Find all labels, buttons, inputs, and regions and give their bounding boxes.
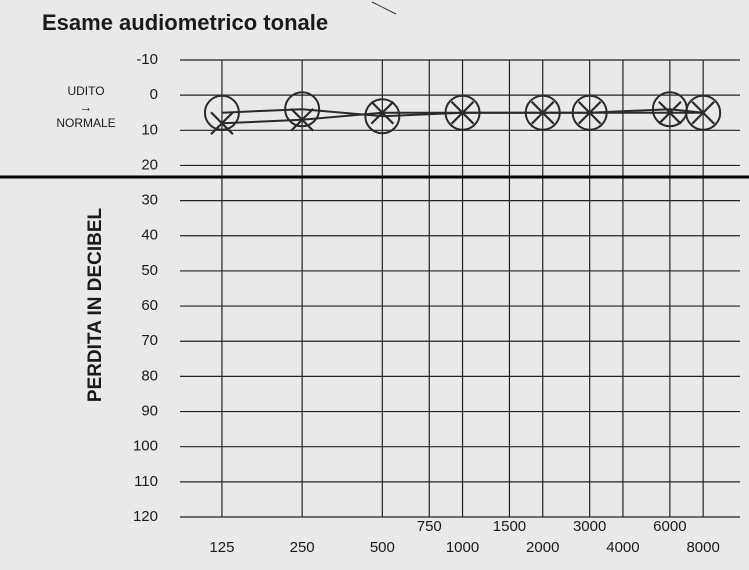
y-axis-label: PERDITA IN DECIBEL — [85, 207, 106, 402]
y-tick-label: 50 — [141, 262, 158, 279]
annotation: UDITO — [67, 84, 104, 98]
y-tick-label: 120 — [133, 508, 158, 525]
x-tick-label: 4000 — [606, 539, 639, 556]
y-tick-label: -10 — [136, 51, 158, 68]
y-tick-label: 90 — [141, 403, 158, 420]
y-tick-label: 40 — [141, 227, 158, 244]
y-tick-label: 10 — [141, 121, 158, 138]
chart: Esame audiometrico tonale PERDITA IN DEC… — [0, 0, 749, 570]
annotation: NORMALE — [56, 116, 115, 130]
x-tick-label: 2000 — [526, 539, 559, 556]
x-tick-label: 250 — [290, 539, 315, 556]
x-tick-label: 1000 — [446, 539, 479, 556]
x-tick-label: 3000 — [573, 518, 606, 535]
y-tick-label: 0 — [150, 86, 158, 103]
x-tick-label: 8000 — [686, 539, 719, 556]
background — [0, 0, 749, 570]
y-tick-label: 80 — [141, 367, 158, 384]
y-tick-label: 100 — [133, 438, 158, 455]
y-tick-label: 110 — [134, 473, 158, 490]
chart-title: Esame audiometrico tonale — [42, 10, 328, 35]
annotation: → — [80, 99, 93, 114]
y-tick-label: 70 — [141, 332, 158, 349]
y-tick-label: 30 — [141, 192, 158, 209]
x-tick-label: 500 — [370, 539, 395, 556]
x-tick-label: 1500 — [493, 518, 526, 535]
x-tick-label: 6000 — [653, 518, 686, 535]
y-tick-label: 60 — [141, 297, 158, 314]
x-tick-label: 125 — [209, 539, 234, 556]
x-tick-label: 750 — [417, 518, 442, 535]
y-tick-label: 20 — [141, 156, 158, 173]
